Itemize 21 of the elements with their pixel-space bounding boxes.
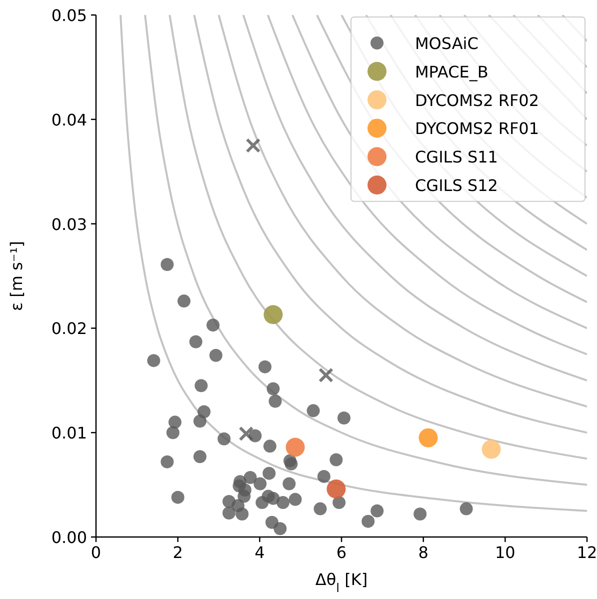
legend-label: CGILS S12 [415,176,498,195]
x-tick-label: 8 [418,543,428,562]
x-tick-label: 0 [90,543,102,562]
y-axis-title: ε [m s⁻¹] [7,240,26,312]
y-tick-label: 0.04 [51,110,87,130]
legend-label: CGILS S11 [415,148,498,167]
legend-label: MOSAiC [415,34,478,53]
x-axis-title: Δθ$_{l}$ [K] [315,570,368,595]
legend-label: DYCOMS2 RF01 [415,119,540,138]
y-tick-label: 0.05 [51,6,87,25]
y-tick-label: 0.03 [51,214,87,234]
x-tick-label: 12 [576,543,597,562]
y-tick-label: 0.02 [51,319,87,338]
y-tick-label: 0.00 [51,528,87,547]
legend-label: DYCOMS2 RF02 [415,90,540,110]
x-tick-label: 2 [172,543,183,562]
y-tick-label: 0.01 [51,424,87,443]
x-tick-label: 6 [336,543,347,562]
legend-label: MPACE_B [415,62,488,82]
x-tick-label: 4 [254,543,265,562]
x-tick-label: 10 [494,543,516,562]
